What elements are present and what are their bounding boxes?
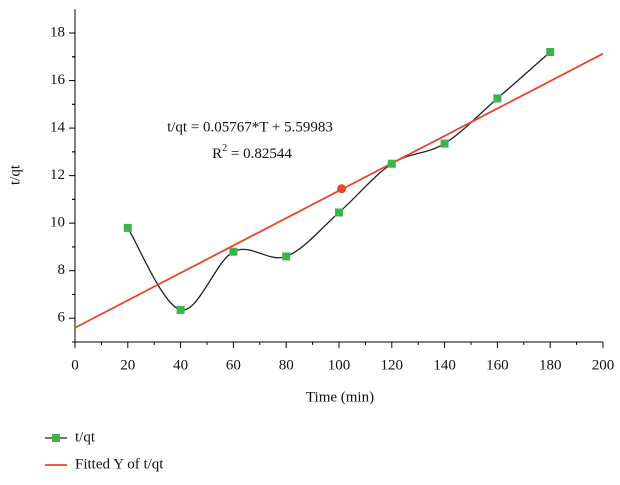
point: [176, 305, 185, 314]
legend-label: Fitted Y of t/qt: [75, 456, 164, 472]
y-tick-label: 14: [50, 120, 66, 136]
x-tick-label: 100: [328, 357, 351, 373]
x-tick-label: 0: [71, 357, 79, 373]
point: [335, 208, 343, 217]
y-tick-label: 10: [50, 215, 65, 231]
point: [440, 139, 449, 148]
x-tick-label: 60: [226, 357, 241, 373]
legend-marker: [52, 434, 60, 442]
equation: t/qt = 0.05767*T + 5.59983: [167, 119, 333, 135]
y-axis-label: t/qt: [7, 164, 23, 185]
x-tick-label: 120: [381, 357, 404, 373]
y-tick-label: 12: [50, 167, 65, 183]
x-axis-label: Time (min): [306, 389, 374, 405]
x-tick-label: 40: [173, 357, 188, 373]
x-tick-label: 20: [120, 357, 135, 373]
r-rest: = 0.82544: [227, 146, 292, 162]
y-tick-label: 8: [58, 262, 66, 278]
point: [229, 247, 238, 256]
r-base: R: [212, 146, 222, 162]
x-tick-label: 140: [433, 357, 456, 373]
series-line: [127, 51, 551, 311]
point: [387, 159, 396, 168]
x-tick-label: 160: [486, 357, 509, 373]
point: [123, 223, 132, 232]
point: [546, 48, 555, 57]
x-tick-label: 180: [539, 357, 562, 373]
legend-label: t/qt: [75, 429, 96, 445]
y-tick-label: 18: [50, 24, 65, 40]
point: [282, 252, 291, 261]
r-squared: R2 = 0.82544: [212, 143, 292, 162]
y-tick-label: 16: [50, 72, 66, 88]
y-tick-label: 6: [58, 310, 66, 326]
x-tick-label: 80: [279, 357, 294, 373]
x-tick-label: 200: [592, 357, 615, 373]
highlight-point: [337, 184, 347, 194]
r-sup: 2: [222, 143, 227, 154]
point: [493, 94, 502, 103]
